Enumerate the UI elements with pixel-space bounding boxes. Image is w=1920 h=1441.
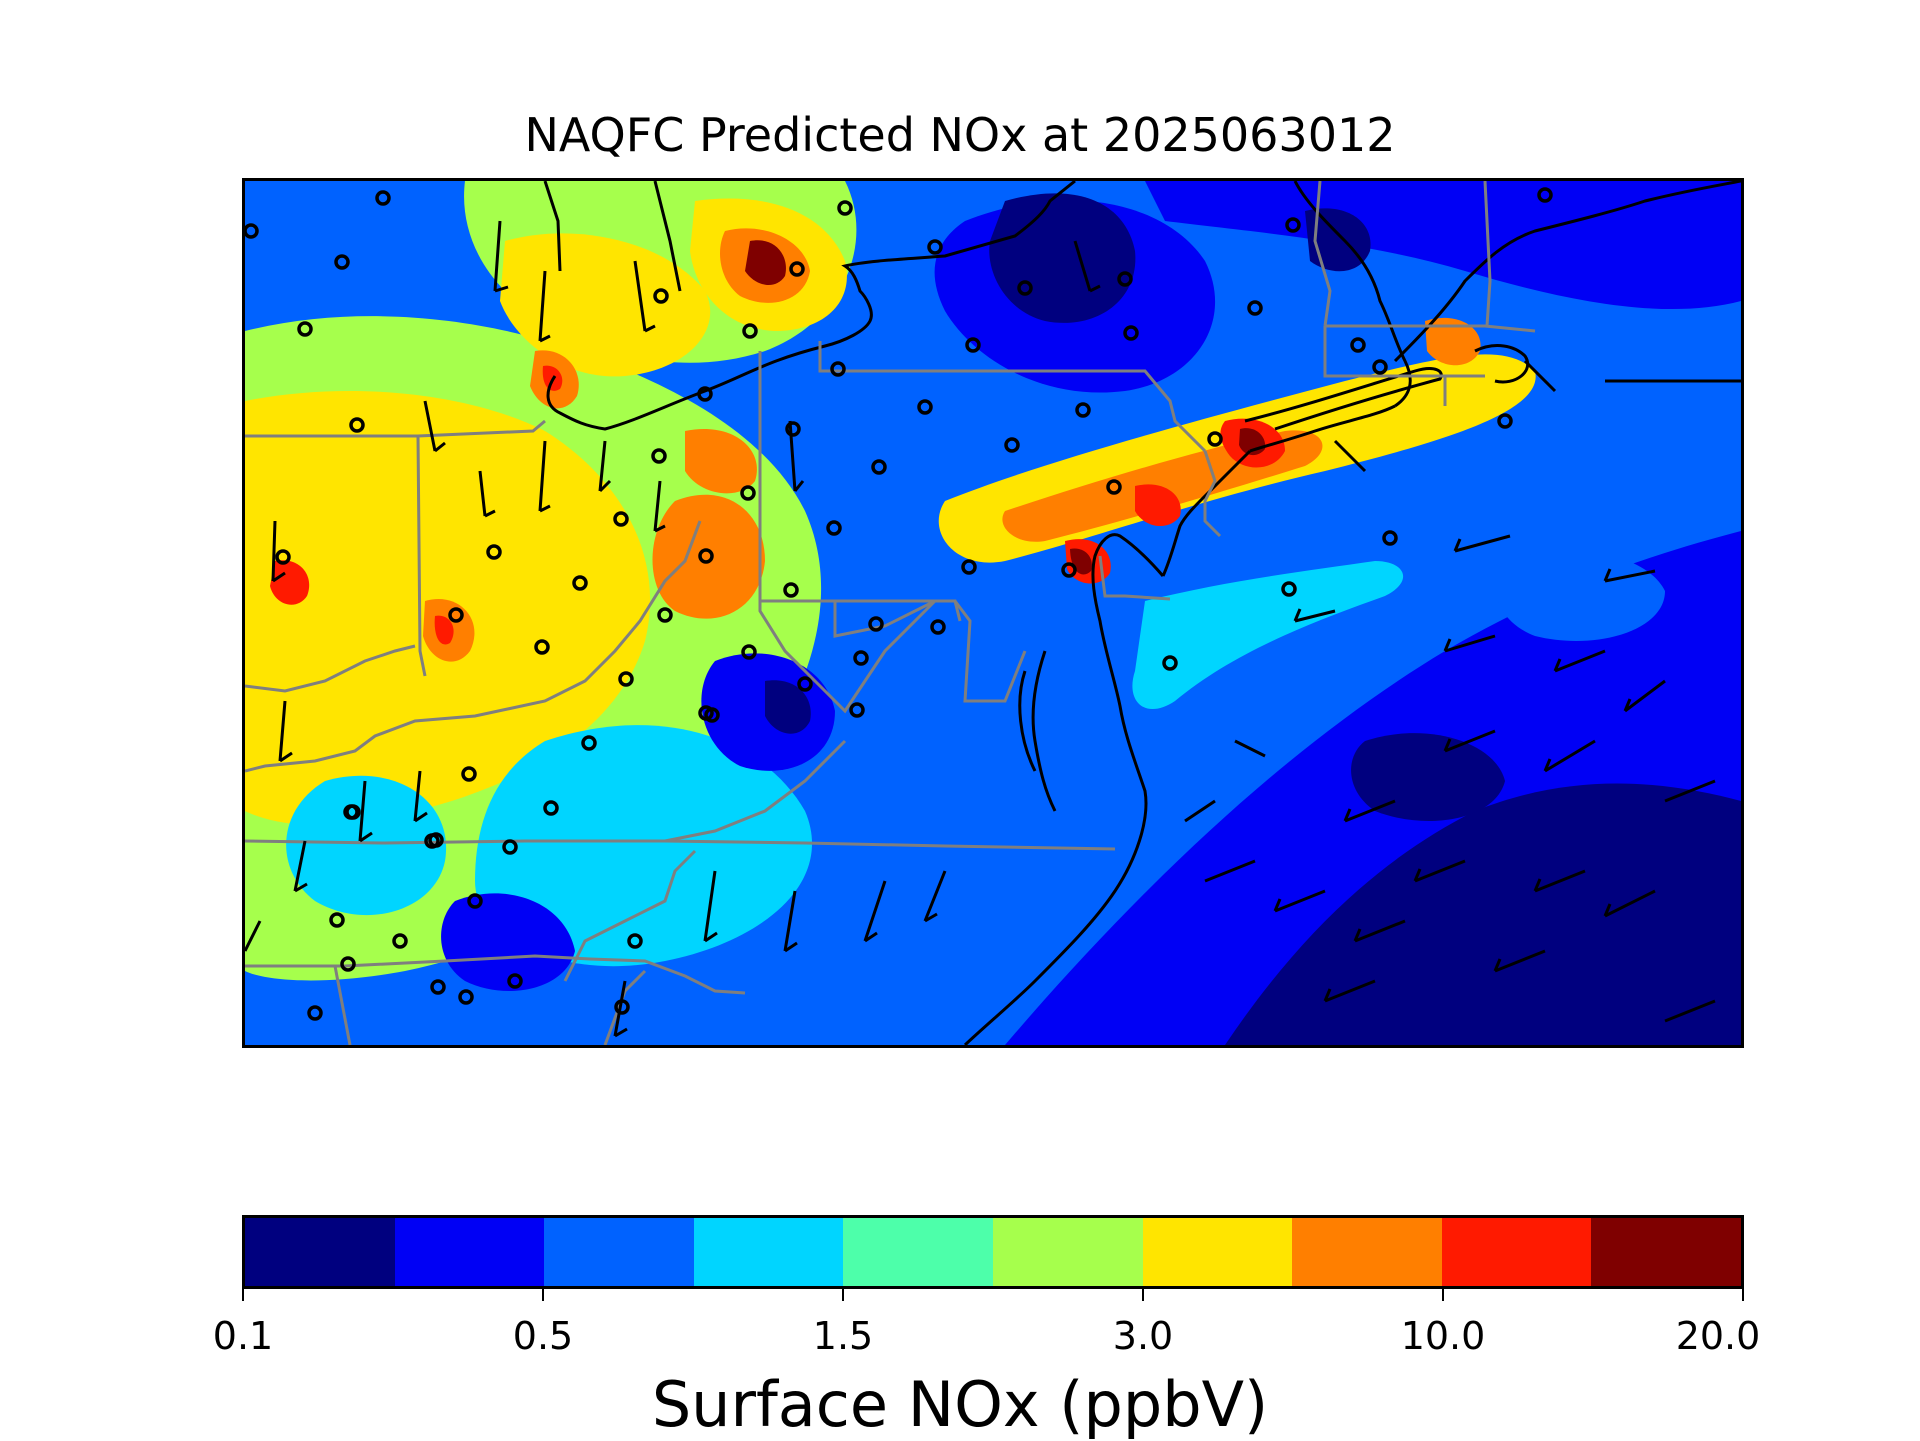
colorbar-segment	[1441, 1218, 1592, 1286]
colorbar-segment	[1142, 1218, 1293, 1286]
colorbar-segment	[843, 1218, 993, 1286]
state-borders	[245, 181, 1536, 1045]
colorbar	[242, 1215, 1744, 1289]
colorbar-tick	[1442, 1289, 1444, 1301]
colorbar-tick-label: 0.1	[212, 1314, 274, 1358]
wind-barbs	[245, 220, 1741, 1038]
colorbar-segment	[1591, 1218, 1741, 1286]
colorbar-tick	[842, 1289, 844, 1301]
colorbar-segment	[1292, 1218, 1442, 1286]
nox-field	[245, 181, 1741, 1045]
colorbar-tick-label: 20.0	[1675, 1314, 1761, 1358]
nox-map	[242, 178, 1744, 1048]
colorbar-tick	[542, 1289, 544, 1301]
colorbar-tick-label: 10.0	[1400, 1314, 1486, 1358]
colorbar-tick-label: 1.5	[812, 1314, 874, 1358]
monitoring-sites	[245, 187, 1553, 1021]
colorbar-tick	[1142, 1289, 1144, 1301]
colorbar-segment	[693, 1218, 844, 1286]
coastline	[543, 181, 1741, 1045]
colorbar-tick	[242, 1289, 244, 1301]
colorbar-tick	[1742, 1289, 1744, 1301]
colorbar-segment	[394, 1218, 545, 1286]
colorbar-tick-label: 3.0	[1112, 1314, 1174, 1358]
colorbar-segment	[544, 1218, 694, 1286]
chart-title: NAQFC Predicted NOx at 2025063012	[524, 108, 1396, 162]
colorbar-segment	[245, 1218, 395, 1286]
colorbar-segment	[992, 1218, 1143, 1286]
colorbar-label: Surface NOx (ppbV)	[651, 1368, 1269, 1441]
map-canvas	[245, 181, 1741, 1045]
colorbar-tick-label: 0.5	[512, 1314, 574, 1358]
